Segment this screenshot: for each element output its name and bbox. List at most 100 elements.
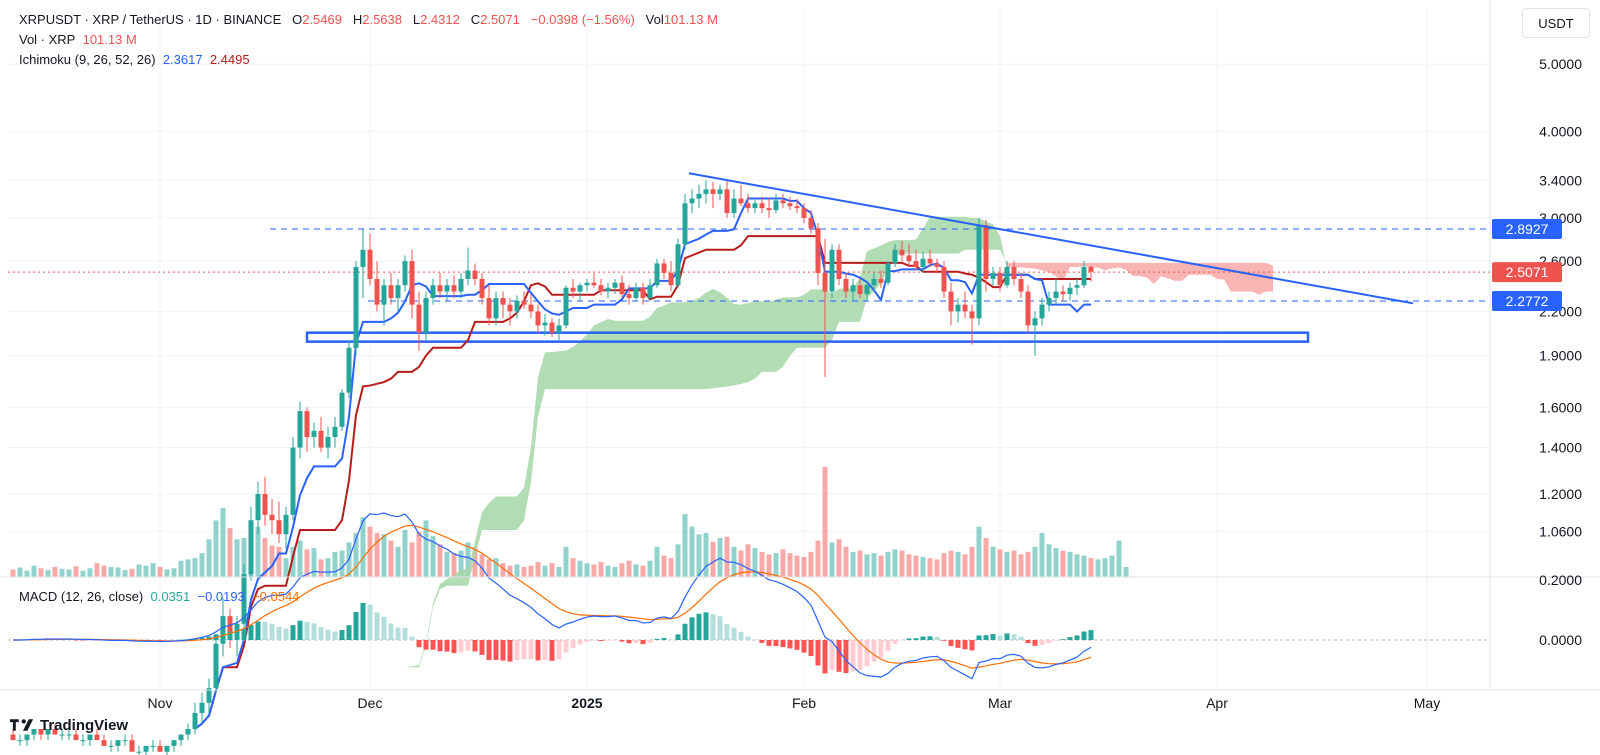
volume-bar [640, 565, 646, 577]
macd-histogram-bar [304, 621, 310, 640]
ichimoku-legend[interactable]: Ichimoku (9, 26, 52, 26) 2.3617 2.4495 [19, 52, 250, 67]
candle-body [108, 745, 114, 747]
volume-bar [696, 534, 702, 577]
candle-body [941, 266, 947, 292]
cloud-segment [391, 690, 398, 716]
cloud-segment [692, 298, 699, 390]
candle-body [1074, 285, 1080, 288]
macd-histogram-bar [668, 639, 674, 641]
volume-bar [332, 551, 338, 577]
macd-histogram-bar [458, 640, 464, 653]
volume-bar [1123, 566, 1129, 577]
macd-histogram-bar [731, 627, 737, 640]
macd-histogram-bar [423, 640, 429, 650]
macd-histogram-bar [346, 625, 352, 640]
candle-body [227, 616, 233, 636]
support-box[interactable] [305, 331, 1310, 343]
volume-bar [864, 554, 870, 577]
tradingview-logo-icon [10, 719, 34, 731]
candle-body [1032, 318, 1038, 326]
volume-bar [465, 542, 471, 577]
cloud-segment [1252, 262, 1259, 295]
candle-body [899, 249, 905, 256]
date-tick-label: Mar [988, 695, 1012, 711]
cloud-segment [860, 251, 867, 322]
tradingview-logo[interactable]: TradingView [10, 713, 128, 737]
macd-histogram-bar [689, 617, 695, 640]
brand-name: TradingView [40, 716, 129, 734]
candle-body [878, 279, 884, 283]
candle-body [724, 189, 730, 214]
candle-body [325, 436, 331, 448]
candle-body [801, 208, 807, 218]
candle-body [528, 304, 534, 312]
date-tick-label: Dec [358, 695, 383, 711]
volume-bar [815, 540, 821, 577]
macd-histogram-bar [871, 640, 877, 662]
volume-bar [920, 556, 926, 577]
volume-bar [626, 560, 632, 577]
macd-histogram-bar [227, 631, 233, 640]
volume-bar [1039, 533, 1045, 577]
candle-body [304, 411, 310, 437]
cloud-segment [440, 578, 447, 590]
trendline[interactable] [688, 172, 1414, 305]
candle-body [500, 298, 506, 305]
volume-bar [318, 559, 324, 577]
volume-bar [45, 570, 51, 577]
volume-bar [255, 526, 261, 577]
cloud-segment [678, 302, 685, 390]
macd-histogram-bar [556, 640, 562, 660]
candle-body [682, 203, 688, 245]
macd-histogram-bar [430, 640, 436, 650]
symbol-line: XRPUSDT · XRP / TetherUS · 1D · BINANCE [19, 12, 282, 27]
volume-bar [451, 553, 457, 577]
cloud-segment [608, 319, 615, 390]
volume-legend[interactable]: Vol · XRP 101.13 M [19, 32, 137, 47]
volume-bar [577, 560, 583, 577]
candle-body [1088, 266, 1094, 272]
candle-body [115, 740, 121, 746]
vol-label: Vol [645, 12, 664, 27]
price-label-box [1492, 291, 1562, 312]
volume-bar [276, 546, 282, 577]
close-value: 2.5071 [480, 12, 520, 27]
candle-body [955, 304, 961, 312]
macd-histogram-bar [283, 628, 289, 640]
macd-histogram-bar [507, 640, 513, 662]
cloud-segment [804, 289, 811, 348]
volume-bar [143, 565, 149, 577]
candle-body [10, 734, 16, 741]
macd-histogram-bar [262, 621, 268, 640]
volume-bar [311, 548, 317, 577]
cloud-segment [629, 320, 636, 390]
macd-histogram-bar [164, 640, 170, 641]
cloud-segment [1049, 262, 1056, 277]
candle-body [360, 249, 366, 267]
candle-body [276, 520, 282, 535]
cloud-segment [559, 350, 566, 390]
candle-body [402, 261, 408, 286]
macd-histogram-bar [367, 604, 373, 640]
candle-body [689, 198, 695, 204]
candle-body [990, 272, 996, 280]
candle-body [1011, 266, 1017, 280]
candle-body [619, 282, 625, 295]
macd-histogram-bar [710, 614, 716, 640]
candle-body [759, 203, 765, 209]
cloud-segment [993, 224, 1000, 250]
volume-bar [563, 546, 569, 577]
cloud-segment [909, 239, 916, 254]
macd-legend[interactable]: MACD (12, 26, close) 0.0351 −0.0193 −0.0… [19, 589, 299, 604]
candle-body [864, 285, 870, 295]
volume-bar [899, 550, 905, 577]
low-value: 2.4312 [420, 12, 460, 27]
candle-body [843, 279, 849, 292]
volume-bar [808, 551, 814, 577]
candle-body [171, 740, 177, 746]
candle-body [451, 285, 457, 292]
candle-body [255, 494, 261, 521]
candle-body [640, 287, 646, 299]
currency-button[interactable]: USDT [1522, 8, 1590, 38]
